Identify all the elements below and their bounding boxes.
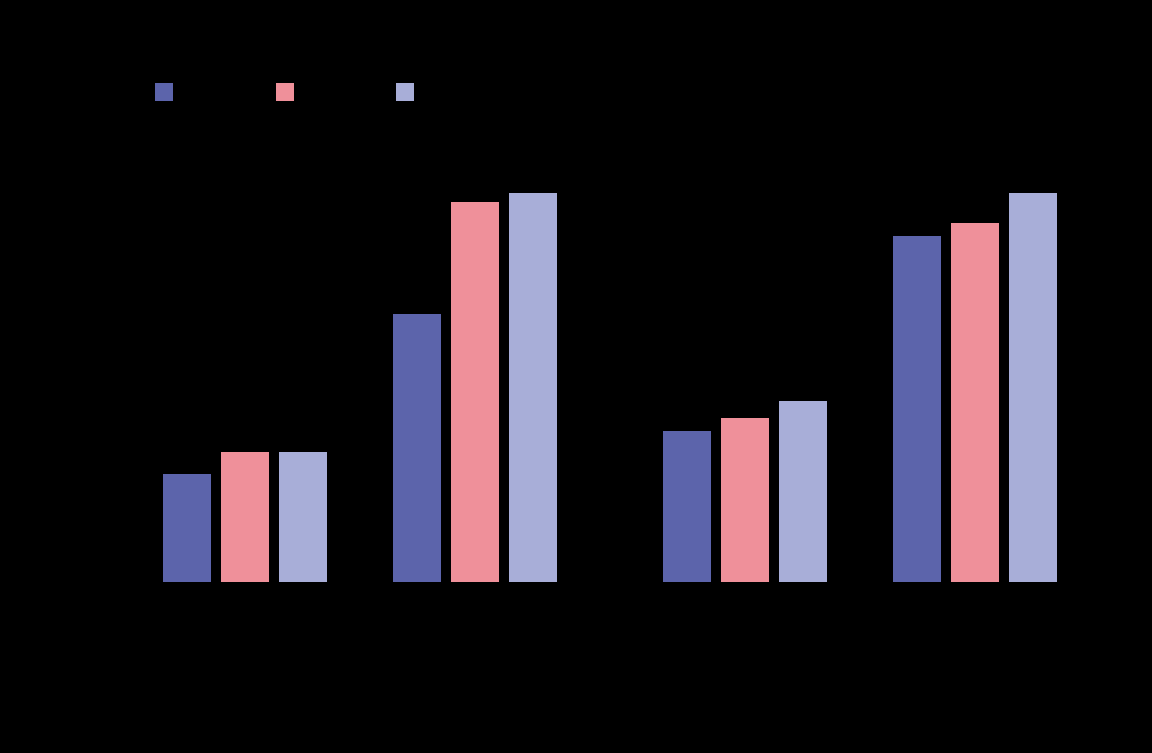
bar: [163, 474, 211, 582]
category-label: Kantaväestö: [635, 596, 855, 622]
bar: [721, 418, 769, 582]
category-divider: [860, 582, 862, 622]
bar: [221, 452, 269, 582]
legend-item: 2014: [396, 78, 477, 106]
bar: [451, 202, 499, 582]
category-label: Maahanmuuttajat: [365, 596, 585, 622]
bar: [1009, 193, 1057, 582]
axis-end-tick: [130, 582, 132, 662]
bar: [279, 452, 327, 582]
legend: 2007 2011 2014: [155, 78, 477, 106]
legend-swatch: [155, 83, 173, 101]
country-label: Suomi: [640, 634, 1080, 662]
category-divider: [360, 582, 362, 622]
bar: [951, 223, 999, 582]
legend-swatch: [396, 83, 414, 101]
legend-label: 2014: [424, 78, 477, 106]
plot-area: [130, 150, 1090, 582]
bar: [779, 401, 827, 582]
legend-swatch: [276, 83, 294, 101]
footer-date: 10.12.2015: [140, 690, 240, 711]
category-label: Maahanmuuttajat: [865, 596, 1085, 622]
y-axis: [130, 150, 132, 582]
bar: [509, 193, 557, 582]
legend-label: 2011: [304, 78, 356, 106]
bar: [393, 314, 441, 582]
group-divider: [590, 582, 592, 662]
chart-container: 2007 2011 2014 Kantaväestö Maahanmuuttajat R…: [0, 0, 1152, 753]
bar: [663, 431, 711, 582]
legend-item: 2011: [276, 78, 356, 106]
axis-end-tick: [1088, 582, 1090, 662]
chart-footer: 10.12.2015 eurojatalous.fi: [140, 690, 240, 732]
x-axis: [130, 580, 1090, 582]
footer-source: eurojatalous.fi: [140, 711, 240, 732]
country-label: Ruotsi: [140, 634, 580, 662]
legend-item: 2007: [155, 78, 236, 106]
category-label: Kantaväestö: [135, 596, 355, 622]
legend-label: 2007: [183, 78, 236, 106]
bar: [893, 236, 941, 582]
